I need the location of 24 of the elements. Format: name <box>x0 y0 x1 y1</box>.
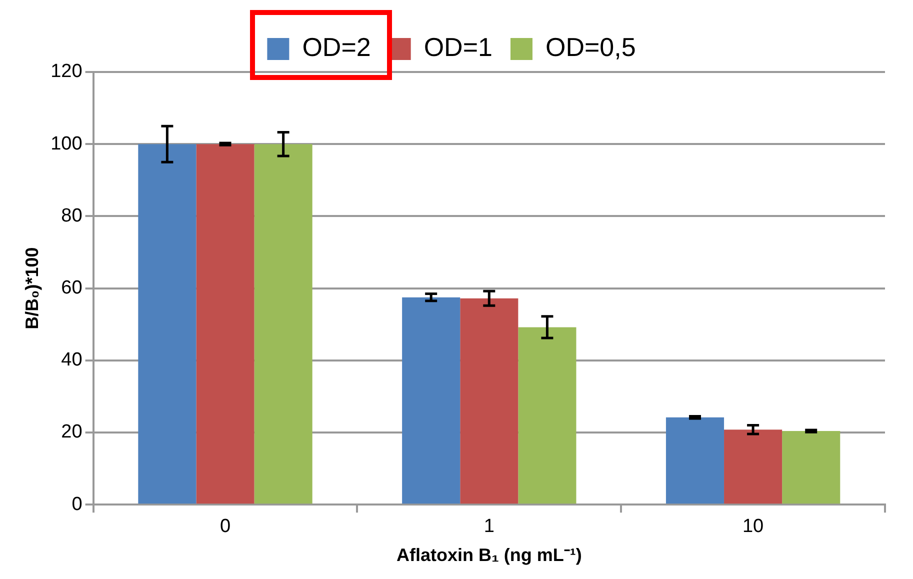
y-tick-label: 40 <box>61 350 82 371</box>
y-tick-label: 80 <box>61 205 82 226</box>
y-tick-label: 0 <box>72 494 82 515</box>
y-tick-label: 100 <box>50 133 82 154</box>
x-tick-label: 1 <box>484 516 494 538</box>
y-tick-label: 60 <box>61 278 82 299</box>
bar <box>460 298 518 504</box>
y-tick-label: 20 <box>61 422 82 443</box>
x-tick-label: 0 <box>220 516 231 538</box>
bar <box>402 297 460 504</box>
legend-label: OD=2 <box>302 32 371 62</box>
bar <box>666 417 724 504</box>
bar <box>196 144 254 504</box>
y-tick-label: 120 <box>50 61 82 82</box>
bar <box>138 144 196 504</box>
y-axis-title: B/B₀)*100 <box>22 247 42 330</box>
bar <box>518 327 576 504</box>
x-tick-label: 10 <box>742 516 764 538</box>
bar <box>254 144 312 504</box>
bar <box>724 430 782 504</box>
x-axis-title: Aflatoxin B₁ (ng mL⁻¹) <box>396 545 582 566</box>
legend-label: OD=0,5 <box>545 32 636 62</box>
legend-label: OD=1 <box>424 32 492 62</box>
bar <box>782 431 840 504</box>
